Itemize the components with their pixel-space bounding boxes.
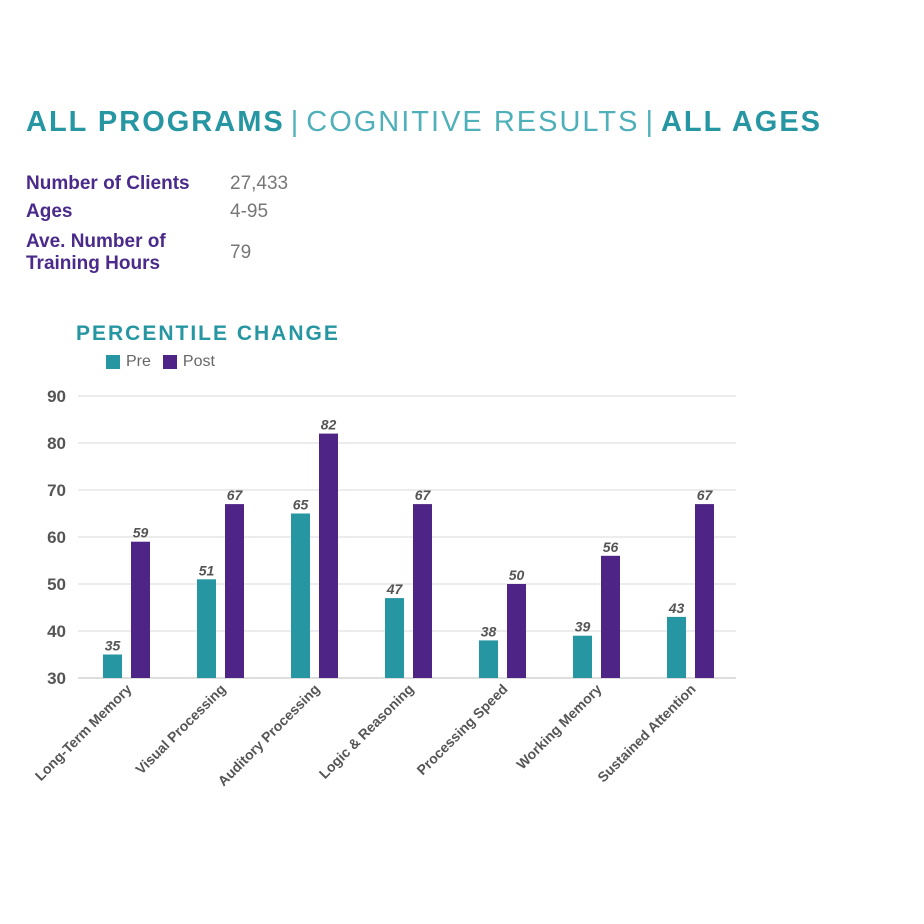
bar-pre (385, 598, 404, 678)
bar-post (601, 555, 620, 678)
bar-post (695, 504, 714, 678)
data-label: 47 (386, 581, 404, 597)
bar-pre (197, 579, 216, 678)
x-tick-label: Long-Term Memory (32, 681, 135, 784)
page-headline: ALL PROGRAMS | COGNITIVE RESULTS | ALL AGES (26, 106, 822, 139)
stat-row-training-hours: Ave. Number of Training Hours 79 (26, 228, 288, 278)
bar-post (131, 541, 150, 678)
data-label: 38 (481, 623, 497, 639)
stats-table: Number of Clients 27,433 Ages 4-95 Ave. … (26, 172, 288, 278)
y-tick-label: 80 (47, 434, 66, 453)
data-label: 51 (199, 562, 215, 578)
stat-value: 4-95 (230, 201, 269, 222)
data-label: 65 (293, 497, 309, 513)
legend-label-post: Post (182, 353, 215, 370)
stat-label: Number of Clients (26, 173, 190, 194)
y-tick-label: 70 (47, 481, 66, 500)
stat-value: 27,433 (230, 173, 289, 194)
x-tick-label: Working Memory (513, 681, 605, 773)
data-label: 82 (321, 417, 337, 433)
data-label: 43 (668, 600, 685, 616)
chart-legend: Pre Post (106, 353, 227, 371)
bar-post (225, 504, 244, 678)
bar-pre (291, 513, 310, 678)
legend-item-post: Post (162, 353, 215, 371)
x-tick-label: Logic & Reasoning (316, 681, 417, 782)
x-tick-label: Auditory Processing (214, 681, 322, 789)
legend-item-pre: Pre (106, 353, 151, 371)
headline-separator: | (290, 106, 301, 138)
bar-pre (479, 640, 498, 678)
data-label: 39 (575, 619, 591, 635)
y-tick-label: 50 (47, 575, 66, 594)
legend-swatch-pre (106, 355, 120, 369)
bar-post (319, 433, 338, 678)
data-label: 67 (415, 487, 432, 503)
legend-label-pre: Pre (126, 353, 151, 370)
x-tick-label: Processing Speed (413, 681, 510, 778)
legend-swatch-post (162, 355, 177, 369)
data-label: 67 (227, 487, 244, 503)
data-label: 67 (697, 487, 714, 503)
data-label: 56 (603, 539, 619, 555)
bar-pre (667, 616, 686, 678)
y-tick-label: 40 (47, 622, 66, 641)
bar-post (507, 584, 526, 678)
x-tick-label: Sustained Attention (594, 681, 698, 785)
stat-value: 79 (230, 242, 252, 263)
stat-label: Ages (26, 201, 73, 222)
y-tick-label: 90 (47, 387, 66, 406)
data-label: 35 (105, 638, 121, 654)
stat-row-clients: Number of Clients 27,433 (26, 172, 288, 196)
x-tick-label: Visual Processing (132, 681, 228, 777)
stat-row-ages: Ages 4-95 (26, 196, 288, 228)
bar-pre (103, 654, 122, 678)
chart-title: PERCENTILE CHANGE (76, 322, 340, 345)
bar-post (413, 504, 432, 678)
headline-separator: | (645, 106, 655, 138)
y-tick-label: 30 (47, 669, 66, 688)
headline-cognitive-results: COGNITIVE RESULTS (306, 106, 640, 138)
stat-label: Ave. Number of Training Hours (26, 231, 166, 274)
headline-programs: ALL PROGRAMS (26, 106, 285, 138)
data-label: 59 (133, 525, 149, 541)
bar-pre (573, 635, 592, 678)
headline-ages: ALL AGES (660, 106, 822, 138)
y-tick-label: 60 (47, 528, 66, 547)
data-label: 50 (509, 567, 525, 583)
